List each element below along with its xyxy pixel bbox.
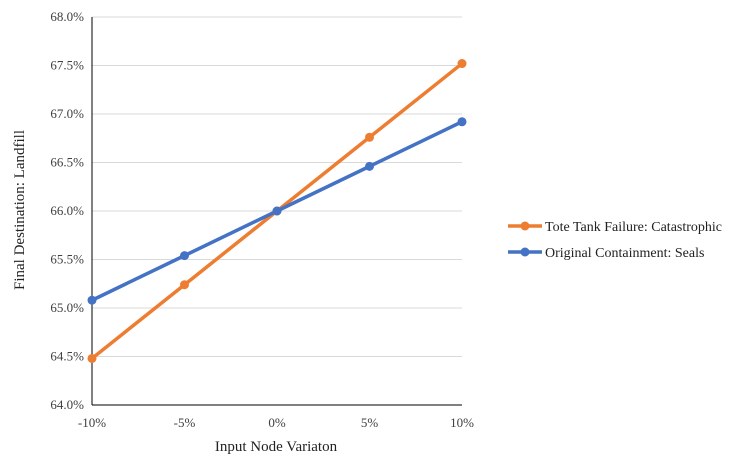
series-2-point [87,295,97,305]
legend-swatch-marker [520,247,530,257]
legend-label: Tote Tank Failure: Catastrophic [545,220,722,235]
series-2-point [180,251,189,261]
y-tick-label: 64.0% [50,397,84,412]
y-tick-label: 66.5% [50,155,84,170]
x-tick-label: 10% [450,415,474,430]
x-tick-label: -10% [78,415,106,430]
y-tick-label: 68.0% [50,9,84,24]
series-1-point [365,132,374,142]
y-tick-label: 65.0% [50,300,84,315]
axes [91,17,462,406]
y-tick-label: 66.0% [50,203,84,218]
y-axis-title: Final Destination: Landfill [12,130,28,290]
x-tick-label: -5% [174,415,196,430]
tick-labels: 64.0% 64.5% 65.0% 65.5% 66.0% 66.5% 67.0% 67.5%… [50,9,474,430]
y-tick-label: 67.0% [50,106,84,121]
series-2-point [272,206,282,216]
legend-label: Original Containment: Seals [545,246,704,261]
y-tick-label: 64.5% [50,349,84,364]
x-tick-label: 5% [361,415,379,430]
x-axis-title: Input Node Variaton [215,439,338,455]
legend-swatch-marker [520,221,530,231]
series-1-point [457,59,467,69]
y-tick-label: 65.5% [50,252,84,267]
series [87,59,467,363]
y-tick-label: 67.5% [50,58,84,73]
legend: Tote Tank Failure: Catastrophic Original … [508,220,722,261]
gridlines [92,16,462,357]
series-2-point [365,161,374,171]
series-2-point [457,117,467,127]
x-tick-label: 0% [268,415,286,430]
series-1-point [180,280,189,290]
series-1-point [87,353,97,363]
